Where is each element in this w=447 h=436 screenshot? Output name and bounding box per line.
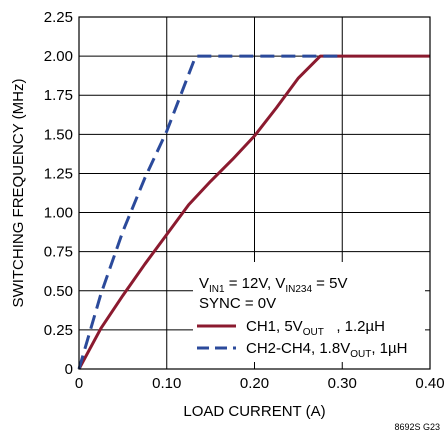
- y-tick-label: 1.00: [44, 205, 73, 222]
- plot-frame: [78, 16, 431, 370]
- figure-id: 8692S G23: [394, 422, 440, 432]
- y-tick-label: 0.75: [44, 244, 73, 261]
- legend-box: [193, 262, 425, 362]
- legend-label-ch2-ch4: CH2-CH4, 1.8VOUT, 1µH: [246, 340, 407, 360]
- y-tick-label: 0.50: [44, 283, 73, 300]
- x-tick-label: 0.30: [328, 375, 357, 392]
- y-tick-label: 0.25: [44, 322, 73, 339]
- legend-conditions-line2: SYNC = 0V: [199, 295, 276, 312]
- y-axis-title: SWITCHING FREQUENCY (MHz): [10, 79, 27, 308]
- y-tick-label: 1.25: [44, 165, 73, 182]
- series-line-ch2-ch4: [77, 54, 343, 370]
- legend-label-ch1: CH1, 5VOUT , 1.2µH: [246, 318, 385, 338]
- x-tick-label: 0: [75, 375, 83, 392]
- x-tick-label: 0.10: [152, 375, 181, 392]
- legend-conditions-line1: VIN1 = 12V, VIN234 = 5V: [199, 275, 347, 295]
- x-axis-title: LOAD CURRENT (A): [183, 403, 325, 420]
- x-tick-label: 0.20: [240, 375, 269, 392]
- tick-labels: 0 0.25 0.50 0.75 1.00 1.25 1.50 1.75 2.00 2.25 0 0.…: [44, 9, 445, 392]
- y-tick-label: 0: [65, 361, 73, 378]
- series-group: [77, 54, 430, 370]
- x-tick-label: 0.40: [415, 375, 444, 392]
- y-tick-label: 1.75: [44, 87, 73, 104]
- y-tick-label: 2.00: [44, 48, 73, 65]
- y-tick-label: 1.50: [44, 126, 73, 143]
- y-tick-label: 2.25: [44, 9, 73, 26]
